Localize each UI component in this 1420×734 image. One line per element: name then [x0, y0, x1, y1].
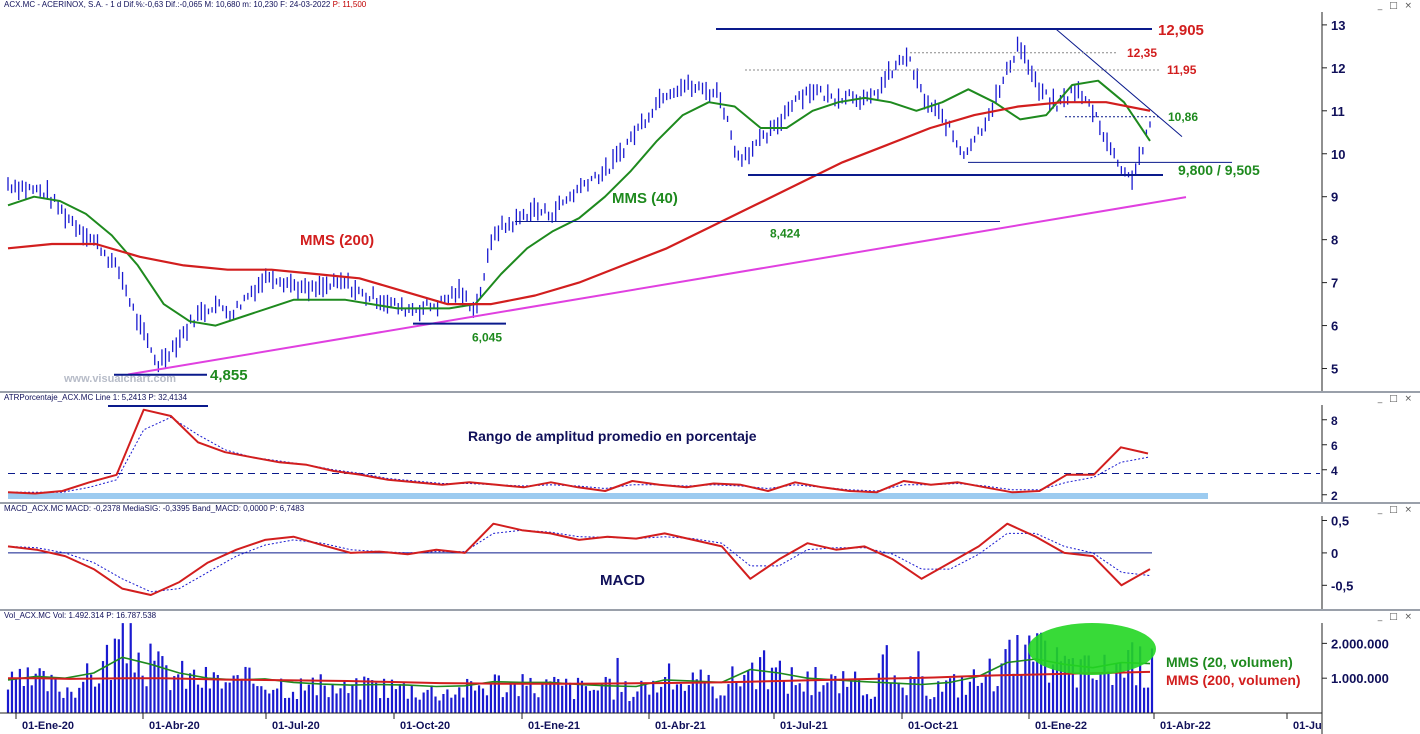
pane-divider[interactable] — [0, 391, 1420, 393]
x-tick-label: 01-Abr-21 — [655, 720, 706, 732]
y-tick-label: 9 — [1331, 190, 1338, 205]
mms40-label: MMS (40) — [612, 190, 678, 207]
y-tick-label: 5 — [1331, 362, 1338, 377]
level-label-9800-9505: 9,800 / 9,505 — [1178, 162, 1260, 178]
y-tick-label: 8 — [1331, 233, 1338, 248]
volume-header: Vol_ACX.MC Vol: 1.492.314 P: 16.787.538 — [4, 611, 157, 620]
x-tick-label: 01-Abr-20 — [149, 720, 200, 732]
level-label-1195: 11,95 — [1167, 63, 1197, 77]
x-tick-label: 01-Jul-20 — [272, 720, 320, 732]
pane-divider[interactable] — [0, 502, 1420, 504]
y-tick-label: 7 — [1331, 276, 1338, 291]
atr-line — [7, 408, 1149, 495]
volume-highlight-ellipse — [1028, 623, 1156, 675]
mms40-line — [7, 79, 1151, 327]
y-tick-label: 6 — [1331, 439, 1338, 453]
macd-window-controls[interactable]: _ □ × — [1377, 505, 1414, 515]
y-tick-label: 13 — [1331, 18, 1345, 33]
volume-mms200-label: MMS (200, volumen) — [1166, 672, 1301, 688]
level-label-1086: 10,86 — [1168, 110, 1198, 124]
price-header-p: P: 11,500 — [332, 0, 367, 9]
x-tick-label: 01-Ene-20 — [22, 720, 74, 732]
level-label-8424: 8,424 — [770, 226, 800, 240]
y-tick-label: 11 — [1331, 104, 1345, 119]
volume-window-controls[interactable]: _ □ × — [1377, 612, 1414, 622]
resistance-diagonal — [1055, 28, 1183, 137]
atr-window-controls[interactable]: _ □ × — [1377, 394, 1414, 404]
volume-chart: 2.000.000 1.000.000 MMS (20, volumen) MMS (… — [0, 623, 1389, 734]
price-window-controls[interactable]: _ □ × — [1377, 1, 1414, 11]
x-tick-label: 01-Ju — [1293, 720, 1322, 732]
atr-chart: 2 4 6 8 Rango de amplitud promedio en porcen… — [7, 405, 1338, 504]
macd-chart: 0,5 0 -0,5 MACD — [7, 513, 1353, 611]
macd-panel: MACD_ACX.MC MACD: -0,2378 MediaSIG: -0,3… — [0, 504, 1420, 611]
atr-title: Rango de amplitud promedio en porcentaje — [468, 428, 757, 444]
y-tick-label: 6 — [1331, 319, 1338, 334]
atr-panel: ATRPorcentaje_ACX.MC Line 1: 5,2413 P: 3… — [0, 393, 1420, 504]
x-tick-label: 01-Jul-21 — [780, 720, 828, 732]
atr-band — [8, 493, 1208, 499]
mms200-label: MMS (200) — [300, 232, 374, 249]
volume-panel: Vol_ACX.MC Vol: 1.492.314 P: 16.787.538 … — [0, 611, 1420, 734]
y-tick-label: 4 — [1331, 464, 1338, 478]
y-tick-label: 2.000.000 — [1331, 636, 1389, 651]
price-chart: 5 6 7 8 9 10 11 12 13 www.visualchart.com 12,90512… — [7, 12, 1345, 393]
x-tick-label: 01-Oct-20 — [400, 720, 450, 732]
level-label-4855: 4,855 — [210, 367, 248, 384]
y-tick-label: 0 — [1331, 546, 1338, 561]
atr-signal-line — [8, 416, 1149, 493]
watermark: www.visualchart.com — [63, 373, 176, 385]
price-panel: ACX.MC - ACERINOX, S.A. - 1 d Dif.%:-0,6… — [0, 0, 1420, 393]
level-label-6045: 6,045 — [472, 331, 502, 345]
y-tick-label: 8 — [1331, 414, 1338, 428]
macd-title: MACD — [600, 572, 645, 589]
macd-line — [7, 522, 1151, 596]
x-tick-label: 01-Oct-21 — [908, 720, 958, 732]
atr-header: ATRPorcentaje_ACX.MC Line 1: 5,2413 P: 3… — [4, 393, 188, 402]
price-header-text: ACX.MC - ACERINOX, S.A. - 1 d Dif.%:-0,6… — [4, 0, 331, 9]
y-tick-label: 2 — [1331, 489, 1338, 503]
level-label-12905: 12,905 — [1158, 22, 1204, 39]
trend-line — [127, 196, 1187, 376]
x-tick-label: 01-Ene-22 — [1035, 720, 1087, 732]
x-tick-label: 01-Abr-22 — [1160, 720, 1211, 732]
volume-mms200-line — [8, 670, 1151, 685]
volume-mms20-label: MMS (20, volumen) — [1166, 654, 1293, 670]
macd-header: MACD_ACX.MC MACD: -0,2378 MediaSIG: -0,3… — [4, 504, 305, 513]
pane-divider[interactable] — [0, 609, 1420, 611]
y-tick-label: 0,5 — [1331, 513, 1349, 528]
macd-signal-line — [7, 529, 1151, 593]
level-label-1235: 12,35 — [1127, 46, 1157, 60]
y-tick-label: 1.000.000 — [1331, 671, 1389, 686]
price-header: ACX.MC - ACERINOX, S.A. - 1 d Dif.%:-0,6… — [4, 0, 366, 9]
x-tick-label: 01-Ene-21 — [528, 720, 580, 732]
mms200-line — [7, 101, 1151, 306]
y-tick-label: -0,5 — [1331, 578, 1353, 593]
y-tick-label: 10 — [1331, 147, 1345, 162]
y-tick-label: 12 — [1331, 61, 1345, 76]
